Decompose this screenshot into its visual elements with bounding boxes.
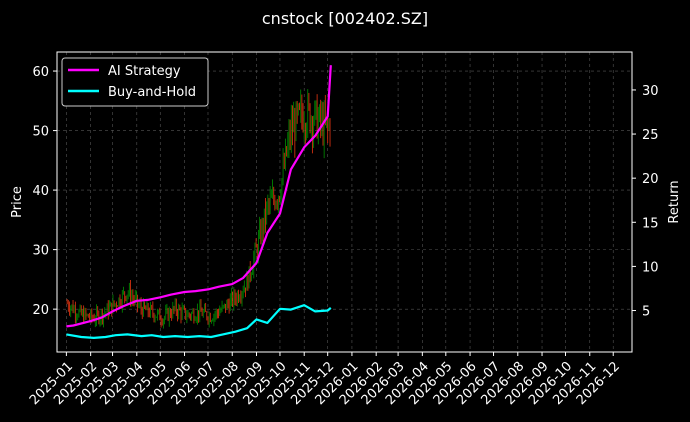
x-axis-ticks: 2025-012025-022025-032025-042025-052025-…	[27, 352, 623, 408]
y2-tick-label: 15	[642, 216, 659, 231]
grid-lines	[57, 52, 632, 352]
left-axis-ticks: 20 30 40 50 60	[32, 65, 57, 318]
y2-tick-label: 5	[642, 305, 650, 320]
y-axis-label: Price	[10, 186, 25, 218]
strategy-lines	[66, 65, 332, 339]
buy-and-hold-line	[66, 304, 332, 339]
y-tick-label: 60	[32, 65, 49, 80]
y-tick-label: 50	[32, 125, 49, 140]
legend: AI Strategy Buy-and-Hold	[61, 57, 209, 107]
ai-strategy-line	[66, 65, 332, 328]
plot-frame	[56, 51, 633, 353]
legend-buy-and-hold: Buy-and-Hold	[108, 85, 196, 100]
y-tick-label: 40	[32, 184, 49, 199]
y2-axis-label: Return	[667, 180, 682, 223]
price-series	[66, 89, 331, 329]
y-tick-label: 30	[32, 244, 49, 259]
y2-tick-label: 25	[642, 128, 659, 143]
chart-title: cnstock [002402.SZ]	[262, 9, 428, 28]
legend-ai-strategy: AI Strategy	[108, 64, 181, 79]
right-axis-ticks: 5 10 15 20 25 30	[632, 84, 659, 320]
y-tick-label: 20	[32, 303, 49, 318]
y2-tick-label: 30	[642, 84, 659, 99]
y2-tick-label: 10	[642, 260, 659, 275]
y2-tick-label: 20	[642, 172, 659, 187]
